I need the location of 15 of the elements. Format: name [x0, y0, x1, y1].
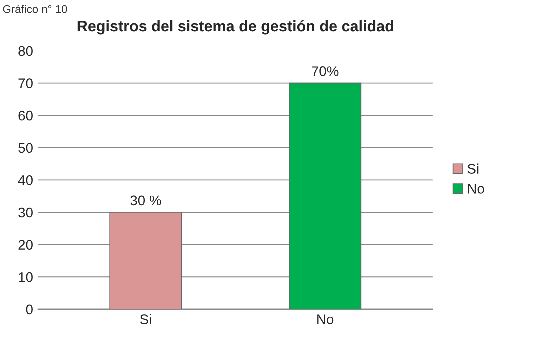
chart-title: Registros del sistema de gestión de calidad: [78, 20, 394, 35]
y-tick-label: 30: [18, 208, 33, 218]
data-label: 30 %: [130, 196, 162, 206]
y-tick-label: 60: [18, 110, 33, 121]
y-tick-label: 20: [18, 240, 33, 250]
text: Gráfico n° 10: [3, 4, 68, 14]
y-tick-label: 40: [18, 176, 33, 186]
data-label: 70%: [312, 66, 339, 76]
y-tick-label: 0: [26, 304, 33, 315]
legend-label: No: [468, 184, 484, 194]
y-tick-label: 70: [18, 78, 33, 88]
y-tick-label: 80: [18, 46, 33, 56]
y-tick-label: 50: [18, 143, 33, 154]
legend-label: Si: [468, 164, 479, 174]
y-tick-label: 10: [19, 272, 33, 282]
